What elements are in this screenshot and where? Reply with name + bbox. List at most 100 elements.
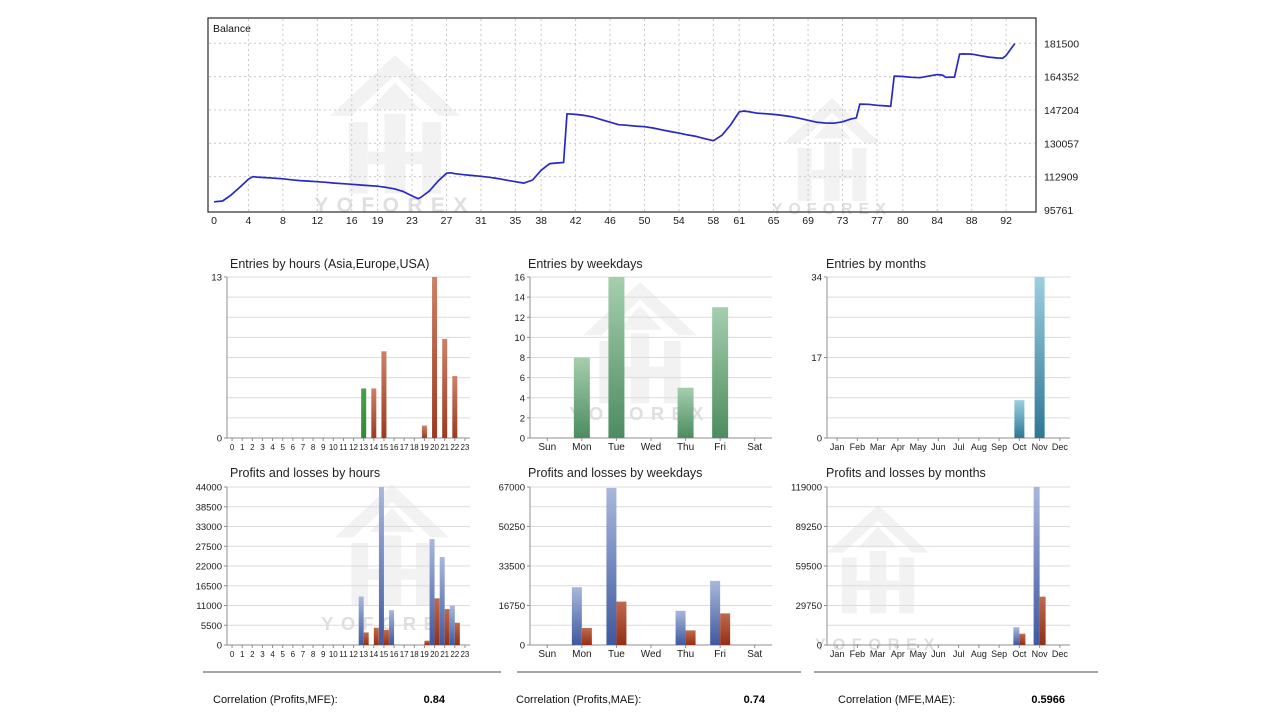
x-tick-label: 20 bbox=[430, 650, 439, 659]
x-tick-label: Mon bbox=[572, 442, 591, 453]
x-tick-label: Thu bbox=[677, 442, 694, 453]
y-tick-label: 22000 bbox=[196, 562, 222, 573]
y-tick-label: 0 bbox=[520, 434, 525, 445]
bar-Thu-profit bbox=[675, 610, 686, 645]
bar-15-profit bbox=[378, 487, 384, 645]
x-tick-label: Fri bbox=[714, 649, 726, 660]
y-tick-label: 6 bbox=[520, 373, 525, 384]
balance-x-tick: 27 bbox=[441, 215, 453, 227]
bar-15-loss bbox=[383, 629, 389, 645]
pl-by-weekdays-title: Profits and losses by weekdays bbox=[528, 466, 703, 480]
x-tick-label: 0 bbox=[230, 650, 235, 659]
bar-13-loss bbox=[363, 632, 369, 645]
correlation-profits-mfe-label: Correlation (Profits,MFE): bbox=[213, 694, 338, 706]
y-tick-label: 0 bbox=[217, 641, 222, 652]
bar-Tue-profit bbox=[606, 487, 617, 645]
x-tick-label: Sep bbox=[991, 442, 1007, 452]
x-tick-label: Mon bbox=[572, 649, 591, 660]
y-tick-label: 27500 bbox=[196, 542, 222, 553]
y-tick-label: 10 bbox=[514, 333, 525, 344]
x-tick-label: Jan bbox=[830, 649, 845, 659]
x-tick-label: 17 bbox=[400, 443, 409, 452]
bar-21-loss bbox=[444, 609, 450, 645]
bar-20-loss bbox=[434, 598, 440, 645]
x-tick-label: 13 bbox=[359, 650, 368, 659]
bar-Nov bbox=[1034, 277, 1045, 438]
x-tick-label: 0 bbox=[230, 443, 235, 452]
bar-Fri-loss bbox=[720, 613, 731, 645]
balance-x-tick: 65 bbox=[768, 215, 780, 227]
x-tick-label: Jun bbox=[931, 442, 946, 452]
x-tick-label: Dec bbox=[1052, 649, 1069, 659]
x-tick-label: 8 bbox=[311, 650, 316, 659]
x-tick-label: Oct bbox=[1012, 442, 1027, 452]
y-tick-label: 11000 bbox=[196, 601, 222, 612]
x-tick-label: May bbox=[910, 649, 928, 659]
x-tick-label: Oct bbox=[1012, 649, 1027, 659]
balance-x-tick: 88 bbox=[966, 215, 978, 227]
bar-Fri bbox=[712, 307, 729, 438]
bar-13 bbox=[361, 388, 367, 438]
balance-x-tick: 16 bbox=[346, 215, 358, 227]
x-tick-label: Tue bbox=[608, 442, 625, 453]
x-tick-label: 20 bbox=[430, 443, 439, 452]
balance-y-tick: 130057 bbox=[1044, 138, 1079, 150]
pl-by-weekdays-chart: 0 16750 33500 50250 67000 Sun Mon Tue Wed Thu Fri S… bbox=[499, 483, 801, 673]
x-tick-label: Sun bbox=[538, 442, 556, 453]
x-tick-label: Thu bbox=[677, 649, 694, 660]
x-tick-label: 7 bbox=[301, 650, 306, 659]
x-tick-label: Aug bbox=[971, 649, 987, 659]
bar-Mon-loss bbox=[581, 628, 592, 645]
balance-x-tick: 54 bbox=[673, 215, 685, 227]
bar-20 bbox=[432, 277, 438, 438]
y-tick-label: 44000 bbox=[196, 483, 222, 494]
bar-Thu bbox=[677, 387, 694, 438]
correlation-mfe-mae-value: 0.5966 bbox=[1031, 694, 1065, 706]
balance-x-tick: 73 bbox=[837, 215, 849, 227]
x-tick-label: Jan bbox=[830, 442, 845, 452]
x-tick-label: 3 bbox=[260, 650, 265, 659]
x-tick-label: 8 bbox=[311, 443, 316, 452]
x-tick-label: Mar bbox=[870, 442, 886, 452]
x-tick-label: 22 bbox=[450, 443, 459, 452]
bar-16-profit bbox=[389, 610, 395, 645]
y-tick-label: 33000 bbox=[196, 522, 222, 533]
pl-by-months-chart: 0 29750 59500 89250 119000 Jan Feb Mar Apr May Jun… bbox=[791, 483, 1098, 673]
bar-Tue bbox=[608, 277, 625, 438]
balance-x-tick: 69 bbox=[802, 215, 814, 227]
x-tick-label: 2 bbox=[250, 650, 255, 659]
bar-Mon-profit bbox=[571, 587, 582, 645]
x-tick-label: 10 bbox=[329, 443, 338, 452]
correlation-profits-mae-value: 0.74 bbox=[743, 694, 765, 706]
bar-13-profit bbox=[358, 596, 364, 645]
bar-14-loss bbox=[373, 627, 379, 645]
x-tick-label: 2 bbox=[250, 443, 255, 452]
balance-x-tick: 92 bbox=[1000, 215, 1012, 227]
balance-x-tick: 61 bbox=[733, 215, 745, 227]
balance-line bbox=[213, 43, 1016, 203]
y-tick-label: 4 bbox=[520, 393, 525, 404]
entries-by-months-chart: 0 17 34 Jan Feb Mar Apr May Jun Jul Aug Sep Oct Nov De… bbox=[811, 273, 1070, 452]
y-tick-label: 34 bbox=[811, 273, 822, 284]
x-tick-label: 15 bbox=[379, 443, 388, 452]
balance-chart-frame bbox=[207, 17, 1037, 213]
bar-21-profit bbox=[439, 557, 445, 645]
x-tick-label: Jul bbox=[953, 649, 965, 659]
y-tick-label: 17 bbox=[811, 353, 822, 364]
y-tick-label: 2 bbox=[520, 413, 525, 424]
x-tick-label: 14 bbox=[369, 650, 378, 659]
x-tick-label: Tue bbox=[608, 649, 625, 660]
x-tick-label: 18 bbox=[410, 650, 419, 659]
correlation-profits-mae-label: Correlation (Profits,MAE): bbox=[516, 694, 642, 706]
bar-Mon bbox=[573, 357, 590, 438]
pl-by-hours-chart: 0 5500 11000 16500 22000 27500 33000 38500 44000… bbox=[196, 483, 501, 673]
x-tick-label: 11 bbox=[339, 443, 348, 452]
balance-x-tick: 4 bbox=[246, 215, 252, 227]
entries-by-hours-title: Entries by hours (Asia,Europe,USA) bbox=[230, 257, 430, 271]
x-tick-label: 22 bbox=[450, 650, 459, 659]
balance-x-tick: 35 bbox=[510, 215, 522, 227]
x-tick-label: Dec bbox=[1052, 442, 1069, 452]
y-tick-label: 16 bbox=[514, 273, 525, 284]
